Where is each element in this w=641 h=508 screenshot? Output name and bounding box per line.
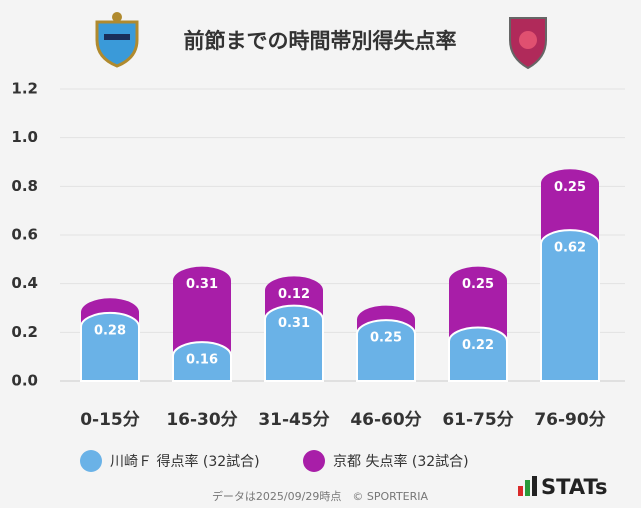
x-tick-label: 76-90分 (534, 410, 605, 430)
value-label: 0.22 (462, 338, 494, 353)
x-tick-label: 16-30分 (166, 410, 237, 430)
x-tick-label: 0-15分 (80, 410, 140, 430)
bar-segment (264, 304, 324, 382)
value-label: 0.31 (278, 316, 310, 331)
y-tick-label: 1.2 (11, 80, 38, 98)
legend-swatch (80, 450, 102, 472)
brand-logo (518, 476, 537, 496)
legend: 川崎Ｆ 得点率 (32試合) 京都 失点率 (32試合) (80, 450, 469, 472)
x-tick-label: 61-75分 (442, 410, 513, 430)
x-tick-label: 31-45分 (258, 410, 329, 430)
legend-label: 京都 失点率 (32試合) (333, 453, 469, 470)
value-label: 0.62 (554, 241, 586, 256)
y-tick-label: 0.2 (11, 323, 38, 341)
bar-segment (356, 319, 416, 382)
y-tick-label: 0.8 (11, 177, 38, 195)
legend-swatch (303, 450, 325, 472)
brand: STATs (541, 475, 607, 499)
legend-label: 川崎Ｆ 得点率 (32試合) (110, 453, 260, 470)
value-label: 0.28 (94, 323, 126, 338)
y-tick-label: 0.0 (11, 372, 38, 390)
value-label: 0.16 (186, 353, 218, 368)
value-label: 0.12 (278, 287, 310, 302)
bar-segment (172, 341, 232, 382)
away-logo (509, 17, 547, 70)
footer: データは2025/09/29時点 © SPORTERIA (212, 489, 429, 503)
value-label: 0.31 (186, 277, 218, 292)
y-tick-label: 0.4 (11, 274, 38, 292)
chart-title: 前節までの時間帯別得失点率 (184, 29, 457, 53)
bar-segment (540, 229, 600, 382)
value-label: 0.25 (462, 277, 494, 292)
y-tick-label: 1.0 (11, 128, 38, 146)
value-label: 0.25 (370, 331, 402, 346)
bar-segment (80, 311, 140, 382)
bar-segment (448, 326, 508, 382)
value-label: 0.25 (554, 180, 586, 195)
x-tick-label: 46-60分 (350, 410, 421, 430)
home-logo (95, 12, 139, 68)
y-tick-label: 0.6 (11, 226, 38, 244)
